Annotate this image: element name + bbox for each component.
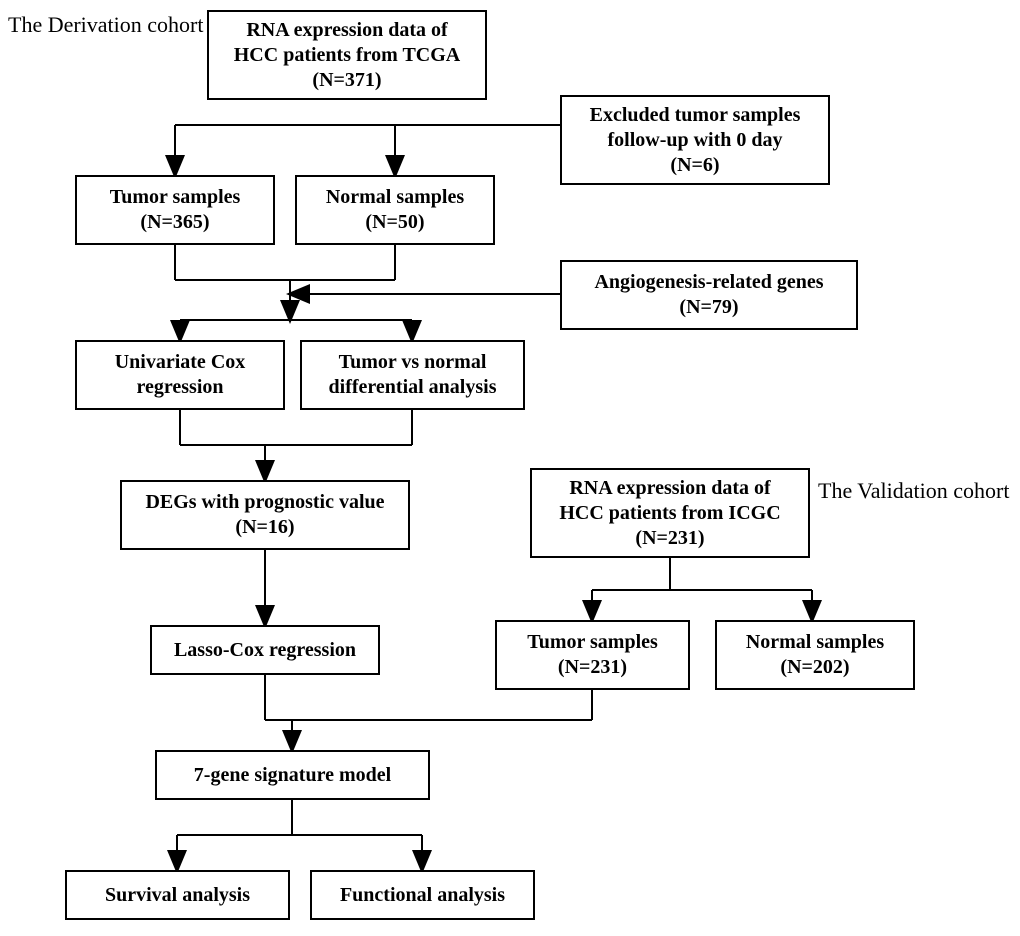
box-text: Tumor vs normal [339,350,487,375]
box-text: differential analysis [329,375,497,400]
box-text: (N=16) [235,515,294,540]
box-tcga: RNA expression data of HCC patients from… [207,10,487,100]
box-text: Normal samples [326,185,464,210]
box-angiogenesis: Angiogenesis-related genes (N=79) [560,260,858,330]
box-degs: DEGs with prognostic value (N=16) [120,480,410,550]
validation-cohort-label: The Validation cohort [818,478,1009,504]
box-text: (N=202) [780,655,849,680]
box-excluded: Excluded tumor samples follow-up with 0 … [560,95,830,185]
box-text: DEGs with prognostic value [145,490,384,515]
flowchart-canvas: The Derivation cohort The Validation coh… [0,0,1020,936]
box-tumor-365: Tumor samples (N=365) [75,175,275,245]
box-functional-analysis: Functional analysis [310,870,535,920]
box-normal-202: Normal samples (N=202) [715,620,915,690]
box-text: RNA expression data of [569,476,770,501]
box-text: Angiogenesis-related genes [594,270,823,295]
derivation-cohort-label: The Derivation cohort [8,12,204,38]
box-text: Survival analysis [105,883,250,908]
box-text: regression [136,375,223,400]
box-text: (N=371) [312,68,381,93]
box-text: 7-gene signature model [194,763,391,788]
connectors-svg [0,0,1020,936]
box-text: follow-up with 0 day [607,128,782,153]
box-signature-model: 7-gene signature model [155,750,430,800]
box-text: (N=231) [635,526,704,551]
box-text: Excluded tumor samples [590,103,801,128]
box-text: HCC patients from ICGC [559,501,780,526]
box-text: RNA expression data of [246,18,447,43]
box-text: (N=6) [670,153,719,178]
box-univariate-cox: Univariate Cox regression [75,340,285,410]
box-text: Lasso-Cox regression [174,638,356,663]
box-differential-analysis: Tumor vs normal differential analysis [300,340,525,410]
box-text: Univariate Cox [115,350,246,375]
box-lasso-cox: Lasso-Cox regression [150,625,380,675]
box-text: Tumor samples [527,630,658,655]
box-text: Functional analysis [340,883,505,908]
box-normal-50: Normal samples (N=50) [295,175,495,245]
box-text: (N=79) [679,295,738,320]
box-text: Normal samples [746,630,884,655]
box-tumor-231: Tumor samples (N=231) [495,620,690,690]
box-text: (N=231) [558,655,627,680]
box-text: HCC patients from TCGA [234,43,460,68]
box-survival-analysis: Survival analysis [65,870,290,920]
box-text: (N=365) [140,210,209,235]
box-text: (N=50) [365,210,424,235]
box-text: Tumor samples [110,185,241,210]
box-icgc: RNA expression data of HCC patients from… [530,468,810,558]
